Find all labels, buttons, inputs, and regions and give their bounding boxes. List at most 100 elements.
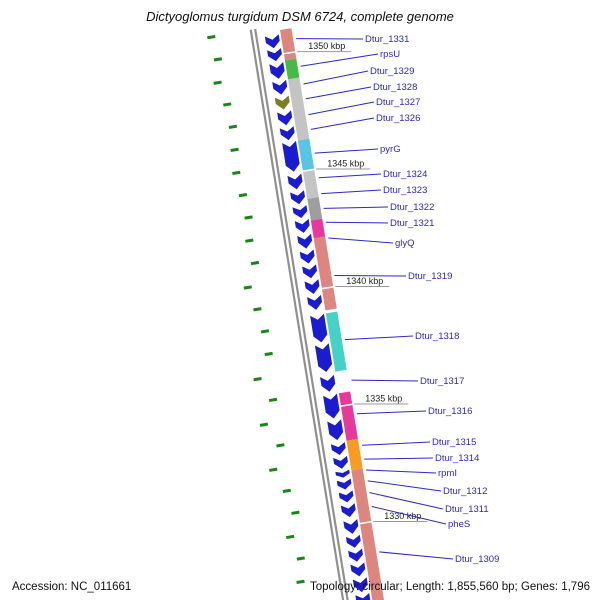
gene-arrow[interactable] — [307, 294, 323, 311]
gene-arrow[interactable] — [290, 190, 306, 205]
gene-label[interactable]: pyrG — [380, 144, 401, 155]
feature-dash — [253, 377, 262, 382]
gene-label[interactable]: Dtur_1316 — [428, 406, 472, 417]
gene-connector-line — [321, 189, 382, 195]
gene-arrow[interactable] — [323, 393, 341, 420]
gene-arrow[interactable] — [320, 374, 336, 393]
gene-bar-segment[interactable] — [325, 311, 347, 372]
gene-arrow[interactable] — [277, 110, 293, 126]
gene-arrow[interactable] — [333, 455, 349, 470]
feature-dash — [245, 238, 254, 243]
feature-dash — [228, 124, 238, 129]
gene-arrow[interactable] — [314, 343, 333, 373]
gene-label[interactable]: Dtur_1324 — [383, 169, 427, 180]
gene-label[interactable]: rpsU — [380, 49, 400, 60]
feature-dash — [207, 35, 216, 40]
scale-tick-label: 1335 kbp — [365, 393, 402, 403]
gene-arrow[interactable] — [297, 233, 313, 250]
gene-label[interactable]: Dtur_1326 — [376, 113, 420, 124]
gene-arrow[interactable] — [355, 593, 371, 600]
gene-label[interactable]: Dtur_1331 — [365, 34, 409, 45]
gene-arrow[interactable] — [269, 61, 285, 80]
feature-dash — [296, 579, 305, 584]
gene-bar-segment[interactable] — [284, 58, 300, 80]
gene-arrow[interactable] — [274, 95, 291, 111]
feature-dash — [291, 510, 300, 515]
feature-dash — [260, 329, 270, 334]
gene-label[interactable]: Dtur_1309 — [455, 554, 499, 565]
gene-label[interactable]: Dtur_1321 — [390, 218, 434, 229]
gene-connector-line — [371, 506, 447, 525]
gene-label[interactable]: Dtur_1328 — [373, 82, 417, 93]
gene-arrow[interactable] — [343, 518, 359, 535]
gene-arrow[interactable] — [327, 419, 344, 441]
gene-label[interactable]: Dtur_1317 — [420, 376, 464, 387]
gene-arrow[interactable] — [352, 577, 369, 593]
genome-track-labels-group: 1350 kbp 1345 kbp 1340 kbp 1335 kbp 1330 kbp… — [296, 34, 499, 565]
gene-arrow[interactable] — [287, 173, 303, 190]
gene-label[interactable]: Dtur_1322 — [390, 202, 434, 213]
accession-text: Accession: NC_011661 — [12, 581, 132, 593]
gene-arrow[interactable] — [310, 313, 328, 344]
scale-tick-label: 1345 kbp — [327, 159, 364, 169]
gene-label[interactable]: Dtur_1311 — [445, 504, 489, 515]
gene-connector-line — [300, 53, 379, 67]
gene-bar-segment[interactable] — [346, 438, 363, 471]
gene-bar-segment[interactable] — [280, 28, 297, 61]
gene-label[interactable]: Dtur_1314 — [435, 453, 479, 464]
gene-label[interactable]: rpmI — [438, 468, 457, 479]
scale-tick-label: 1330 kbp — [384, 511, 421, 521]
gene-arrow[interactable] — [304, 279, 321, 295]
feature-dash — [264, 351, 273, 357]
gene-connector-line — [308, 101, 375, 116]
gene-bar-segment[interactable] — [351, 468, 385, 600]
gene-bar-segment[interactable] — [302, 169, 319, 199]
gene-arrow[interactable] — [340, 503, 357, 518]
scale-notch — [282, 50, 297, 55]
topology-summary-text: Topology: circular; Length: 1,855,560 bp… — [309, 581, 590, 593]
scale-notch — [320, 285, 335, 290]
gene-bar-segment[interactable] — [288, 77, 310, 141]
gene-arrow[interactable] — [302, 264, 318, 279]
gene-arrow[interactable] — [272, 79, 288, 96]
gene-bar-segment[interactable] — [297, 138, 315, 172]
gene-label[interactable]: glyQ — [395, 238, 415, 249]
gene-connector-line — [305, 86, 372, 100]
gene-arrow[interactable] — [348, 548, 364, 563]
feature-dash — [282, 488, 291, 494]
feature-dash — [250, 260, 260, 266]
gene-label[interactable]: Dtur_1318 — [415, 331, 459, 342]
gene-connector-line — [303, 70, 369, 85]
gene-arrow[interactable] — [264, 34, 281, 49]
gene-label[interactable]: Dtur_1319 — [408, 271, 452, 282]
backbone-line — [254, 28, 351, 600]
gene-label[interactable]: Dtur_1327 — [376, 97, 420, 108]
gene-arrow[interactable] — [330, 441, 347, 456]
gene-arrow[interactable] — [335, 469, 350, 479]
gene-connector-line — [328, 237, 394, 244]
gene-arrow[interactable] — [294, 218, 311, 234]
gene-connector-line — [361, 441, 431, 446]
gene-arrow[interactable] — [338, 490, 355, 503]
gene-bar-segment[interactable] — [338, 391, 358, 441]
gene-arrow[interactable] — [279, 126, 296, 141]
gene-arrow[interactable] — [292, 205, 309, 219]
gene-connector-line — [334, 274, 407, 277]
gene-label[interactable]: Dtur_1312 — [443, 486, 487, 497]
gene-arrow[interactable] — [336, 478, 352, 491]
gene-bar-segment[interactable] — [313, 236, 337, 311]
gene-arrow[interactable] — [350, 562, 366, 577]
gene-arrow[interactable] — [267, 48, 283, 62]
gene-label[interactable]: pheS — [448, 519, 470, 530]
feature-dash — [276, 443, 285, 448]
gene-arrow[interactable] — [299, 249, 316, 265]
gene-arrow[interactable] — [345, 534, 362, 549]
gene-label[interactable]: Dtur_1315 — [432, 437, 476, 448]
gene-bar-segment[interactable] — [307, 197, 323, 221]
gene-arrow[interactable] — [282, 140, 301, 173]
gene-bar-segment[interactable] — [310, 218, 326, 239]
gene-label[interactable]: Dtur_1323 — [383, 185, 427, 196]
gene-label[interactable]: Dtur_1329 — [370, 66, 414, 77]
